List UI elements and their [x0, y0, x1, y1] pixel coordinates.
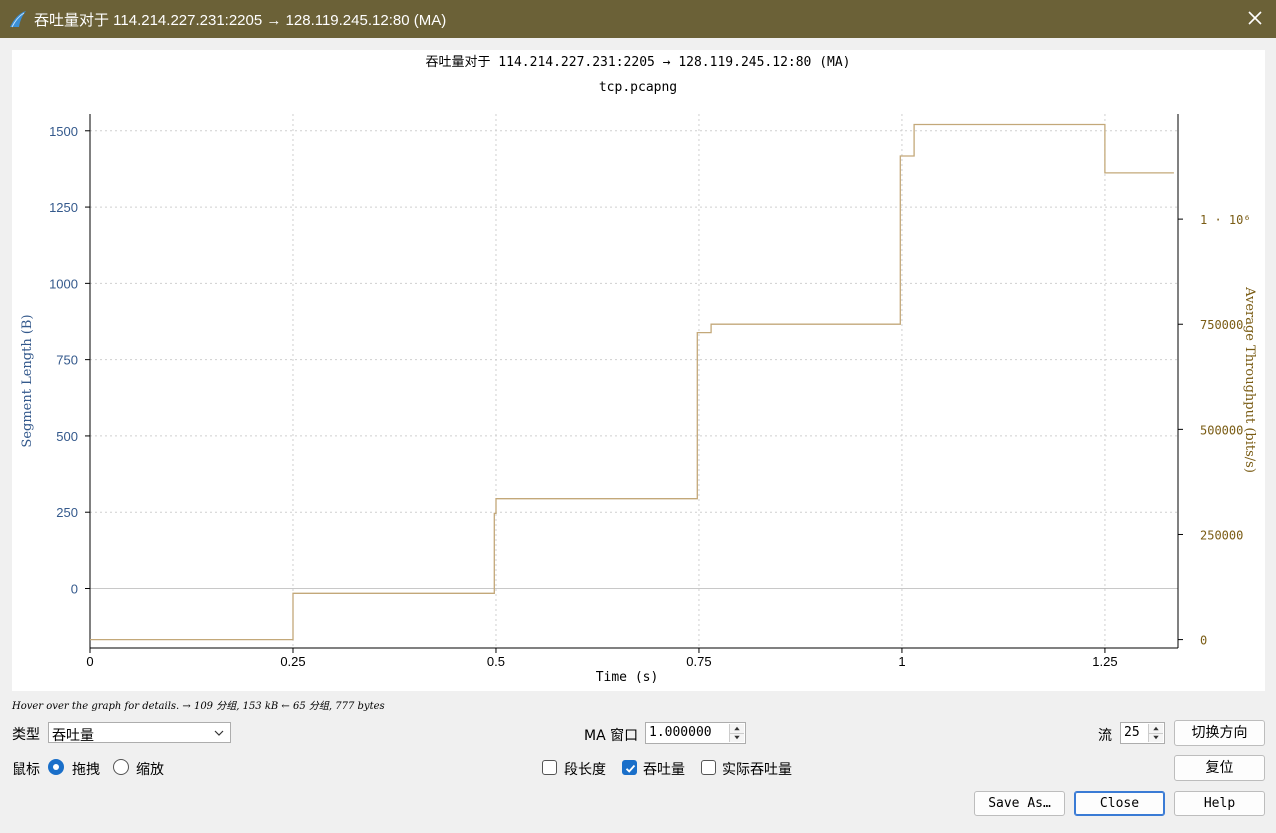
reset-button[interactable]: 复位 — [1174, 755, 1265, 781]
mouse-label: 鼠标 — [12, 762, 40, 778]
goodput-label[interactable]: 实际吞吐量 — [722, 762, 792, 778]
y-left-tick-label: 1500 — [49, 124, 78, 139]
drag-radio[interactable] — [48, 759, 64, 775]
y-left-tick-label: 1000 — [49, 276, 78, 291]
x-axis-label: Time (s) — [596, 670, 659, 685]
help-button[interactable]: Help — [1174, 791, 1265, 816]
y-right-tick-label: 750000 — [1200, 318, 1243, 332]
chart-subtitle: tcp.pcapng — [599, 80, 677, 95]
y-right-tick-label: 1 · 10⁶ — [1200, 213, 1251, 227]
x-tick-label: 1.25 — [1092, 654, 1117, 669]
y-right-tick-label: 500000 — [1200, 423, 1243, 437]
switch-direction-button[interactable]: 切换方向 — [1174, 720, 1265, 746]
x-tick-label: 1 — [898, 654, 905, 669]
spin-buttons — [729, 724, 744, 742]
zoom-label[interactable]: 缩放 — [136, 762, 164, 778]
throughput-checkbox[interactable] — [622, 760, 637, 775]
spin-down-icon[interactable] — [730, 733, 744, 742]
spin-up-icon[interactable] — [1149, 724, 1163, 734]
zoom-radio[interactable] — [113, 759, 129, 775]
close-button[interactable]: Close — [1074, 791, 1165, 816]
graph-type-value: 吞吐量 — [52, 728, 94, 744]
wireshark-fin-icon — [10, 11, 26, 28]
segment-length-checkbox[interactable] — [542, 760, 557, 775]
y-left-axis-label: Segment Length (B) — [20, 314, 35, 447]
chart-title: 吞吐量对于 114.214.227.231:2205 → 128.119.245… — [425, 55, 850, 70]
ma-window-label: MA 窗口 — [584, 728, 639, 744]
ma-window-value: 1.000000 — [649, 725, 712, 740]
spin-down-icon[interactable] — [1149, 733, 1163, 742]
x-tick-label: 0.25 — [280, 654, 305, 669]
throughput-series-line — [90, 123, 1174, 641]
segment-length-label[interactable]: 段长度 — [564, 762, 606, 778]
stream-value: 25 — [1124, 725, 1140, 740]
window-title: 吞吐量对于 114.214.227.231:2205 → 128.119.245… — [34, 12, 447, 29]
spin-buttons — [1148, 724, 1163, 742]
stream-spinbox[interactable]: 25 — [1120, 722, 1165, 744]
y-right-axis-label: Average Throughput (bits/s) — [1242, 286, 1257, 473]
x-tick-label: 0 — [86, 654, 93, 669]
ma-window-spinbox[interactable]: 1.000000 — [645, 722, 746, 744]
y-left-tick-label: 1250 — [49, 200, 78, 215]
y-right-tick-label: 0 — [1200, 634, 1207, 648]
close-window-icon[interactable] — [1244, 7, 1266, 29]
graph-type-select[interactable]: 吞吐量 — [48, 722, 231, 744]
title-bar: 吞吐量对于 114.214.227.231:2205 → 128.119.245… — [0, 0, 1276, 38]
y-right-tick-label: 250000 — [1200, 528, 1243, 542]
chevron-down-icon — [214, 730, 224, 736]
checkmark-icon — [625, 764, 636, 773]
y-left-tick-label: 250 — [56, 505, 78, 520]
stream-label: 流 — [1098, 728, 1112, 744]
y-left-tick-label: 750 — [56, 353, 78, 368]
throughput-chart[interactable]: 吞吐量对于 114.214.227.231:2205 → 128.119.245… — [12, 50, 1265, 691]
type-label: 类型 — [12, 727, 40, 743]
y-left-tick-label: 0 — [71, 581, 78, 596]
y-left-tick-label: 500 — [56, 429, 78, 444]
save-as-button[interactable]: Save As… — [974, 791, 1065, 816]
throughput-label[interactable]: 吞吐量 — [643, 762, 685, 778]
goodput-checkbox[interactable] — [701, 760, 716, 775]
throughput-graph[interactable]: 吞吐量对于 114.214.227.231:2205 → 128.119.245… — [12, 50, 1265, 691]
drag-label[interactable]: 拖拽 — [72, 762, 100, 778]
x-tick-label: 0.5 — [487, 654, 505, 669]
hover-status-text: Hover over the graph for details. → 109 … — [12, 701, 385, 712]
x-tick-label: 0.75 — [686, 654, 711, 669]
spin-up-icon[interactable] — [730, 724, 744, 734]
